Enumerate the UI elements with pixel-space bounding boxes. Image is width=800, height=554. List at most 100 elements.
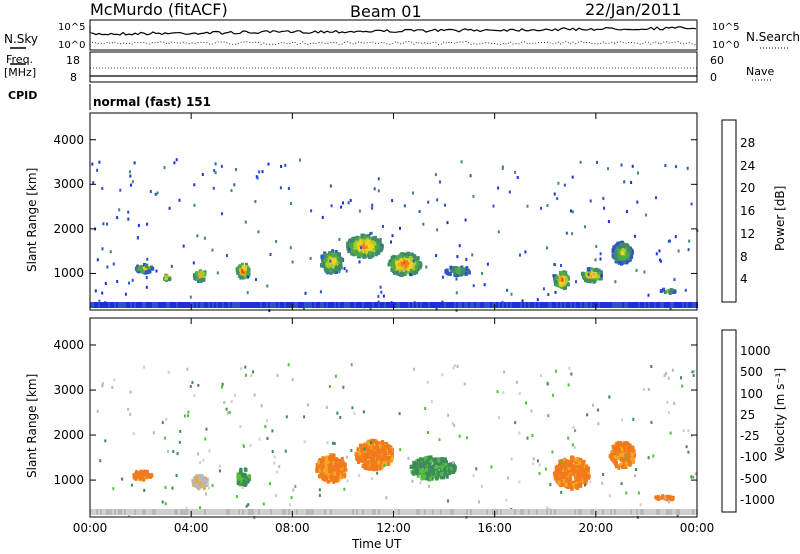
scatter-cell	[329, 259, 332, 263]
ground-scatter-band	[622, 302, 624, 308]
scatter-cell	[214, 162, 217, 166]
ground-scatter-band	[652, 302, 654, 308]
ground-scatter-band	[654, 302, 656, 308]
scatter-cell	[349, 198, 352, 202]
ground-scatter-band	[160, 509, 162, 515]
ground-scatter-band	[274, 302, 276, 308]
y-tick-label: 1000	[53, 266, 84, 281]
scatter-cell	[371, 203, 374, 207]
ground-scatter-band	[672, 509, 674, 515]
scatter-cell	[241, 268, 245, 273]
scatter-cell	[249, 444, 252, 447]
scatter-cell	[204, 437, 207, 441]
scatter-cell	[243, 272, 247, 277]
ground-scatter-band	[526, 302, 528, 308]
scatter-cell	[189, 295, 192, 299]
scatter-cell	[92, 181, 95, 185]
scatter-cell	[175, 158, 178, 162]
scatter-cell	[226, 254, 228, 258]
ground-scatter-band	[306, 509, 308, 515]
scatter-cell	[195, 482, 199, 487]
ground-scatter-band	[306, 302, 308, 308]
scatter-cell	[369, 247, 373, 252]
ground-scatter-band	[670, 509, 672, 515]
freq-panel-frame	[89, 51, 698, 83]
ground-scatter-band	[300, 509, 302, 515]
scatter-cell	[409, 256, 413, 261]
scatter-cell	[621, 464, 624, 469]
noise-tick-low-right: 10^0	[712, 40, 740, 51]
scatter-cell	[348, 247, 351, 251]
ground-scatter-band	[210, 509, 212, 515]
scatter-cell	[556, 197, 559, 201]
scatter-cell	[377, 189, 380, 193]
scatter-cell	[396, 265, 400, 270]
scatter-cell	[531, 434, 534, 437]
scatter-cell	[152, 431, 155, 435]
ground-scatter-band	[616, 302, 618, 308]
scatter-cell	[691, 370, 694, 374]
scatter-cell	[373, 438, 377, 443]
scatter-cell	[579, 160, 582, 164]
scatter-cell	[630, 452, 634, 457]
scatter-cell	[367, 253, 371, 258]
scatter-cell	[364, 449, 368, 454]
scatter-cell	[218, 464, 221, 468]
scatter-cell	[381, 441, 384, 445]
scatter-cell	[442, 467, 446, 472]
scatter-cell	[237, 477, 241, 482]
scatter-cell	[452, 267, 456, 272]
scatter-cell	[329, 462, 333, 467]
ground-scatter-band	[360, 302, 362, 308]
ground-scatter-band	[432, 302, 434, 308]
scatter-cell	[102, 222, 105, 226]
scatter-cell	[475, 467, 478, 471]
scatter-cell	[247, 275, 250, 279]
scatter-cell	[128, 170, 131, 174]
scatter-cell	[480, 484, 483, 488]
ground-scatter-band	[328, 302, 330, 308]
scatter-cell	[135, 474, 139, 479]
scatter-cell	[447, 271, 451, 276]
scatter-cell	[205, 477, 209, 482]
ground-scatter-band	[210, 302, 212, 308]
scatter-cell	[319, 290, 322, 294]
scatter-cell	[369, 232, 372, 235]
ground-scatter-band	[172, 509, 174, 515]
ground-scatter-band	[94, 509, 96, 515]
ground-scatter-band	[436, 302, 438, 308]
scatter-cell	[340, 466, 344, 471]
scatter-cell	[325, 268, 329, 273]
ground-scatter-band	[368, 302, 370, 308]
scatter-cell	[690, 475, 693, 479]
scatter-cell	[374, 460, 378, 465]
scatter-cell	[452, 366, 455, 370]
scatter-cell	[375, 441, 379, 446]
scatter-cell	[471, 253, 474, 257]
ground-scatter-band	[546, 302, 548, 308]
scatter-cell	[141, 470, 145, 475]
scatter-cell	[244, 262, 248, 267]
ground-scatter-band	[328, 509, 330, 515]
scatter-cell	[202, 476, 206, 481]
scatter-cell	[461, 267, 465, 272]
scatter-cell	[421, 457, 425, 462]
scatter-cell	[439, 474, 443, 479]
scatter-cell	[685, 445, 688, 449]
ground-scatter-band	[442, 302, 444, 308]
ground-scatter-band	[204, 302, 206, 308]
scatter-cell	[195, 478, 199, 483]
scatter-cell	[276, 470, 279, 474]
ground-scatter-band	[236, 509, 238, 515]
scatter-cell	[617, 254, 621, 259]
ground-scatter-band	[432, 509, 434, 515]
ground-scatter-band	[200, 302, 202, 308]
x-tick-label: 00:00	[72, 521, 108, 535]
ground-scatter-band	[450, 509, 452, 515]
ground-scatter-band	[172, 302, 174, 308]
ground-scatter-band	[450, 302, 452, 308]
scatter-cell	[627, 453, 631, 458]
colorbar-tick-label: -100	[740, 450, 768, 465]
scatter-cell	[320, 255, 324, 260]
ground-scatter-band	[478, 509, 480, 515]
